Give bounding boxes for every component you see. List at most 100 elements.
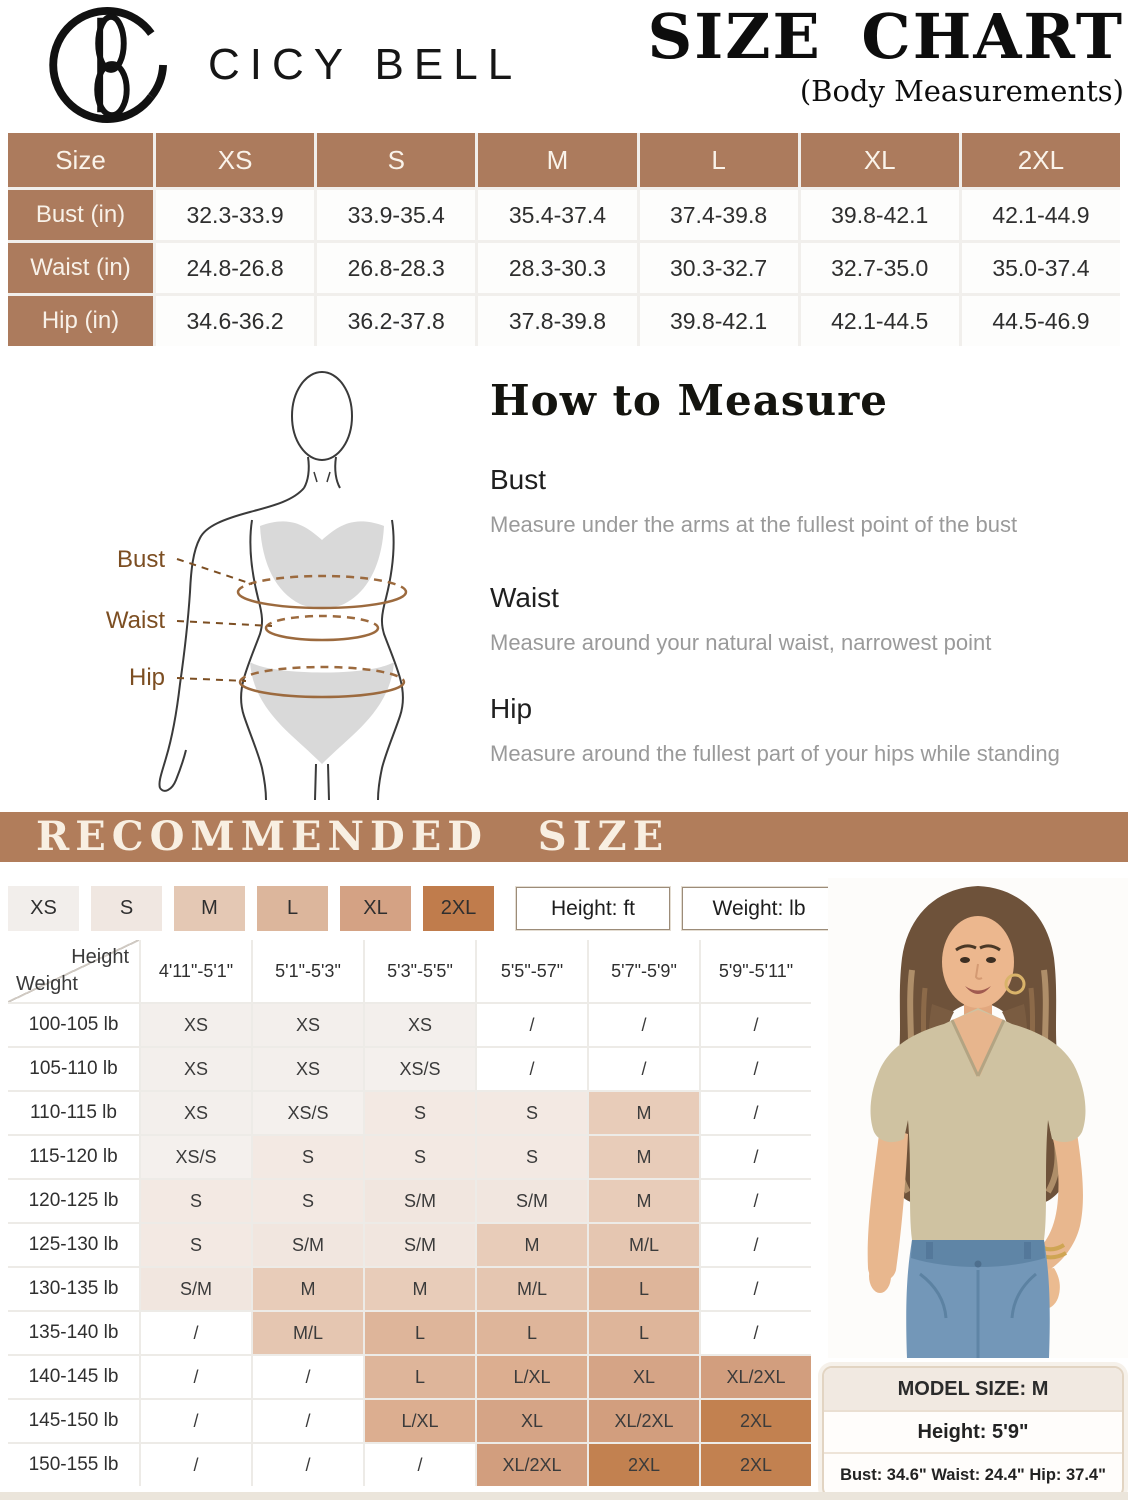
recommendation-cell: L [365, 1356, 475, 1398]
size-range-cell: 44.5-46.9 [961, 296, 1120, 346]
recommendation-cell: XL/2XL [589, 1400, 699, 1442]
recommendation-cell: / [589, 1004, 699, 1046]
size-range-cell: 28.3-30.3 [478, 243, 637, 293]
recommendation-cell: / [701, 1180, 811, 1222]
recommendation-cell: / [141, 1356, 251, 1398]
recommendation-cell: M [589, 1180, 699, 1222]
recommendation-cell: L [477, 1312, 587, 1354]
recommendation-cell: / [701, 1268, 811, 1310]
recommendation-cell: S [253, 1136, 363, 1178]
weight-row-label: 115-120 lb [8, 1136, 139, 1178]
legend-swatch-xs: XS [8, 886, 79, 931]
recommendation-cell: L/XL [477, 1356, 587, 1398]
corner-weight-label: Weight [16, 973, 78, 995]
recommendation-cell: / [253, 1356, 363, 1398]
recommendation-cell: S [141, 1180, 251, 1222]
recommendation-cell: XS [253, 1048, 363, 1090]
size-range-cell: 42.1-44.9 [961, 190, 1120, 240]
recommendation-cell: S/M [141, 1268, 251, 1310]
size-range-cell: 30.3-32.7 [639, 243, 798, 293]
measure-section-name: Bust [490, 464, 547, 495]
diagram-label-hip: Hip [129, 664, 165, 691]
model-height: Height: 5'9" [824, 1412, 1122, 1454]
recommendation-cell: S [141, 1224, 251, 1266]
size-column-header: L [639, 133, 798, 187]
recommendation-cell: M/L [253, 1312, 363, 1354]
recommendation-cell: S [365, 1092, 475, 1134]
weight-row-label: 135-140 lb [8, 1312, 139, 1354]
bottom-margin-strip [0, 1492, 1128, 1500]
recommendation-cell: / [141, 1312, 251, 1354]
brand-name: CICY BELL [208, 40, 523, 89]
size-range-cell: 37.4-39.8 [639, 190, 798, 240]
recommendation-cell: XS/S [365, 1048, 475, 1090]
size-color-legend: XS S M L XL 2XL Height: ft Weight: lb [8, 886, 837, 931]
size-range-cell: 33.9-35.4 [317, 190, 476, 240]
corner-height-label: Height [71, 946, 129, 968]
recommendation-cell: XS [253, 1004, 363, 1046]
recommendation-cell: / [701, 1224, 811, 1266]
body-measurements-table: Size XS S M L XL 2XL Bust (in) 32.3-33.9 33.9-35.… [8, 133, 1120, 346]
weight-row-label: 100-105 lb [8, 1004, 139, 1046]
height-column-header: 5'5"-57" [477, 940, 587, 1002]
recommendation-cell: / [477, 1004, 587, 1046]
recommendation-cell: / [141, 1444, 251, 1486]
size-range-cell: 24.8-26.8 [156, 243, 315, 293]
brand-logo-icon [49, 7, 168, 123]
recommendation-cell: M [589, 1092, 699, 1134]
size-range-cell: 35.4-37.4 [478, 190, 637, 240]
recommendation-cell: L [589, 1312, 699, 1354]
weight-row-label: 130-135 lb [8, 1268, 139, 1310]
recommendation-cell: / [253, 1444, 363, 1486]
model-photo [828, 878, 1128, 1358]
recommendation-cell: L [589, 1268, 699, 1310]
size-range-cell: 26.8-28.3 [317, 243, 476, 293]
weight-row-label: 105-110 lb [8, 1048, 139, 1090]
recommendation-cell: 2XL [701, 1400, 811, 1442]
recommendation-cell: XS [141, 1092, 251, 1134]
recommendation-cell: M [477, 1224, 587, 1266]
size-range-cell: 39.8-42.1 [639, 296, 798, 346]
weight-row-label: 120-125 lb [8, 1180, 139, 1222]
measure-section-description: Measure around your natural waist, narro… [490, 630, 992, 655]
body-measurement-diagram: Bust Waist Hip [106, 371, 408, 800]
legend-swatch-s: S [91, 886, 162, 931]
recommendation-cell: S [477, 1092, 587, 1134]
height-unit-box: Height: ft [515, 886, 671, 931]
recommendation-cell: XL/2XL [477, 1444, 587, 1486]
recommendation-cell: S [365, 1136, 475, 1178]
measure-section-description: Measure under the arms at the fullest po… [490, 512, 1018, 537]
recommendation-cell: / [141, 1400, 251, 1442]
measure-section-name: Waist [490, 582, 559, 613]
recommendation-cell: / [589, 1048, 699, 1090]
recommendation-cell: / [477, 1048, 587, 1090]
recommendation-cell: L [365, 1312, 475, 1354]
recommended-size-table: Height Weight 4'11"-5'1" 5'1"-5'3" 5'3"-5'… [8, 940, 811, 1486]
recommendation-cell: / [701, 1136, 811, 1178]
legend-swatches: XS S M L XL 2XL [8, 886, 494, 931]
recommendation-cell: / [701, 1004, 811, 1046]
size-range-cell: 32.3-33.9 [156, 190, 315, 240]
legend-swatch-2xl: 2XL [423, 886, 494, 931]
size-row-label: Bust (in) [8, 190, 153, 240]
how-to-measure-section: How to Measure Bust Measure under the ar… [490, 360, 1126, 800]
recommendation-cell: / [701, 1312, 811, 1354]
weight-row-label: 150-155 lb [8, 1444, 139, 1486]
page-title: SIZE CHART [647, 0, 1124, 73]
model-size-label: MODEL SIZE: M [824, 1368, 1122, 1412]
recommendation-cell: M/L [589, 1224, 699, 1266]
legend-swatch-m: M [174, 886, 245, 931]
size-column-header: M [478, 133, 637, 187]
height-column-header: 5'3"-5'5" [365, 940, 475, 1002]
height-column-header: 5'7"-5'9" [589, 940, 699, 1002]
size-range-cell: 37.8-39.8 [478, 296, 637, 346]
recommendation-cell: M [365, 1268, 475, 1310]
height-column-header: 5'9"-5'11" [701, 940, 811, 1002]
size-row-label: Waist (in) [8, 243, 153, 293]
page-title-block: SIZE CHART (Body Measurements) [647, 0, 1124, 109]
recommendation-cell: XS/S [141, 1136, 251, 1178]
recommendation-cell: S/M [365, 1224, 475, 1266]
recommendation-cell: XL [589, 1356, 699, 1398]
recommendation-cell: XS [141, 1048, 251, 1090]
